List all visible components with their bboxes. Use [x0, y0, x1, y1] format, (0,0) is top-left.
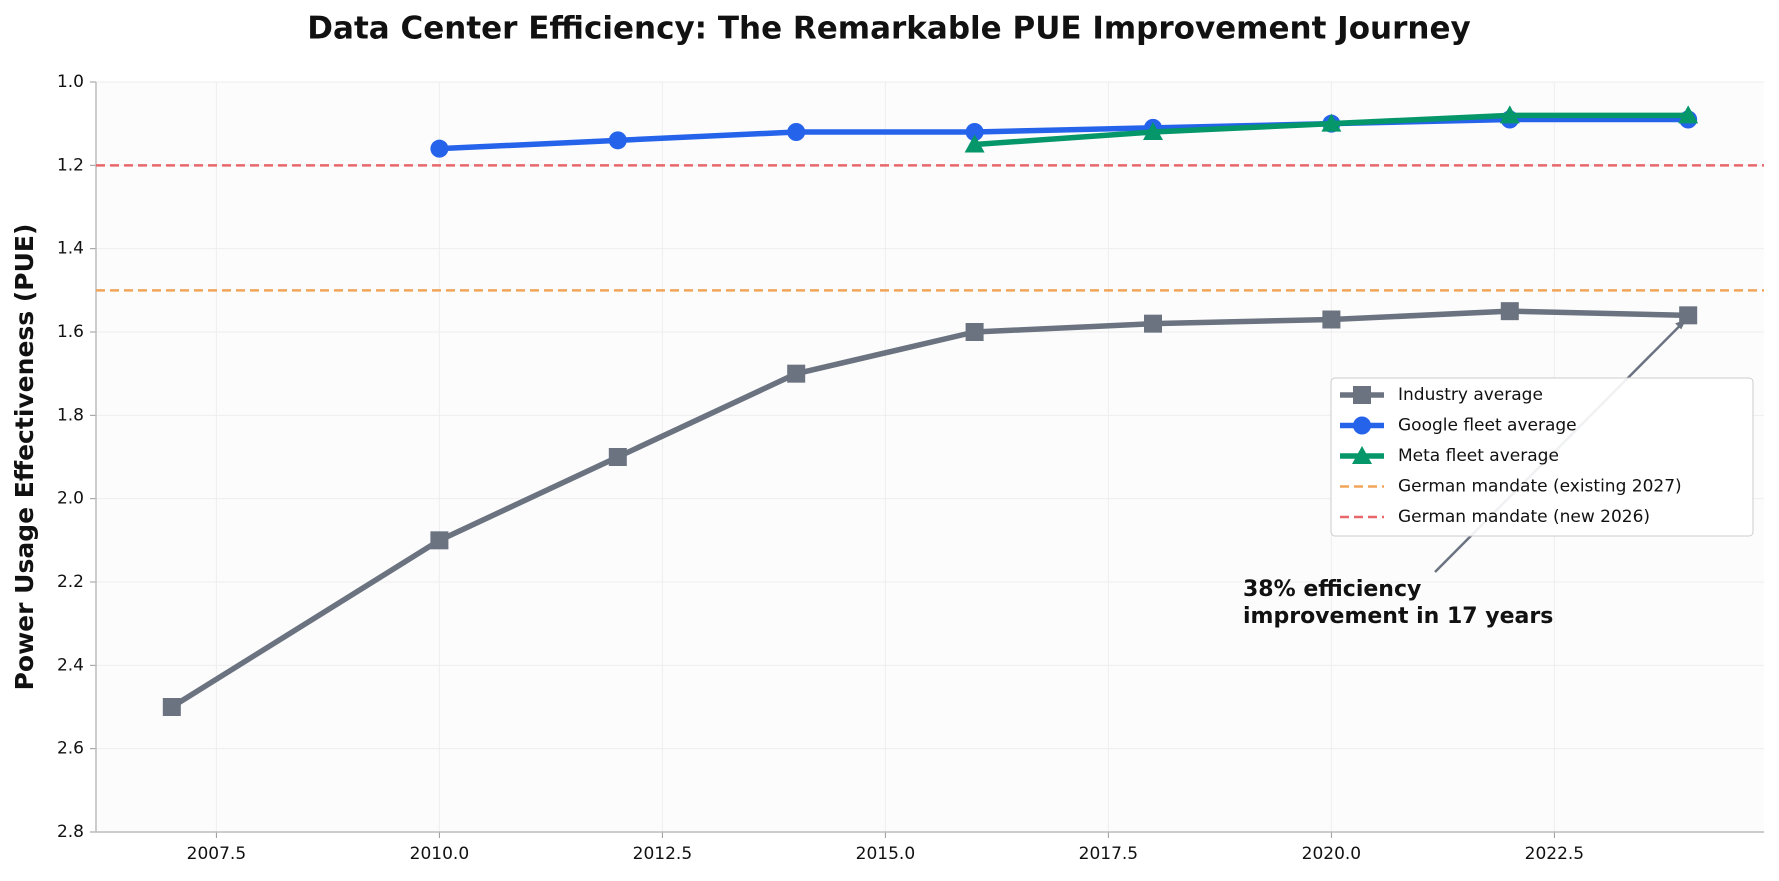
legend-label: Google fleet average — [1398, 416, 1577, 436]
legend-label: Industry average — [1398, 385, 1543, 405]
legend-label: German mandate (new 2026) — [1398, 507, 1650, 527]
marker — [787, 364, 806, 383]
y-tick-label: 1.4 — [57, 239, 84, 259]
y-tick-label: 2.6 — [57, 739, 84, 759]
marker — [430, 139, 449, 158]
chart-title: Data Center Efficiency: The Remarkable P… — [307, 11, 1470, 47]
annotation: improvement in 17 years — [1243, 604, 1553, 629]
marker — [608, 131, 627, 150]
x-tick-label: 2010.0 — [410, 844, 469, 864]
y-tick-label: 2.4 — [57, 655, 84, 675]
y-axis-label: Power Usage Effectiveness (PUE) — [10, 224, 39, 691]
legend-label: German mandate (existing 2027) — [1398, 477, 1682, 497]
legend: Industry average Google fleet average Meta… — [1330, 377, 1754, 537]
marker — [1322, 310, 1341, 329]
y-tick-label: 1.0 — [57, 72, 84, 92]
marker — [1353, 386, 1371, 404]
marker — [608, 448, 627, 466]
marker — [965, 323, 984, 341]
marker — [1321, 113, 1342, 132]
x-tick-label: 2017.5 — [1079, 844, 1138, 864]
marker — [1142, 122, 1163, 140]
legend-label: Meta fleet average — [1398, 446, 1559, 466]
marker — [1352, 446, 1372, 464]
y-tick-label: 2.2 — [57, 572, 84, 592]
marker — [964, 134, 985, 153]
x-tick-label: 2015.0 — [856, 844, 915, 864]
marker — [1499, 105, 1520, 124]
series-line — [439, 116, 1689, 152]
y-tick-label: 2.8 — [57, 822, 84, 842]
x-tick-label: 2022.5 — [1525, 844, 1584, 864]
marker — [1679, 306, 1698, 325]
marker — [965, 123, 984, 141]
x-tick-label: 2007.5 — [187, 844, 246, 864]
marker — [1678, 105, 1699, 124]
marker — [1500, 302, 1519, 321]
y-tick-label: 2.0 — [57, 489, 84, 509]
annotation: 38% efficiency — [1243, 577, 1421, 602]
y-tick-label: 1.8 — [57, 405, 84, 425]
y-tick-label: 1.6 — [57, 322, 84, 342]
x-tick-label: 2012.5 — [633, 844, 692, 864]
legend-box — [1330, 377, 1754, 537]
marker — [430, 531, 449, 550]
marker — [787, 123, 806, 141]
x-tick-label: 2020.0 — [1302, 844, 1361, 864]
annotation-arrowhead — [1675, 319, 1687, 330]
marker — [1353, 416, 1371, 435]
marker — [1143, 314, 1162, 333]
marker — [162, 698, 181, 716]
y-tick-label: 1.2 — [57, 155, 84, 175]
